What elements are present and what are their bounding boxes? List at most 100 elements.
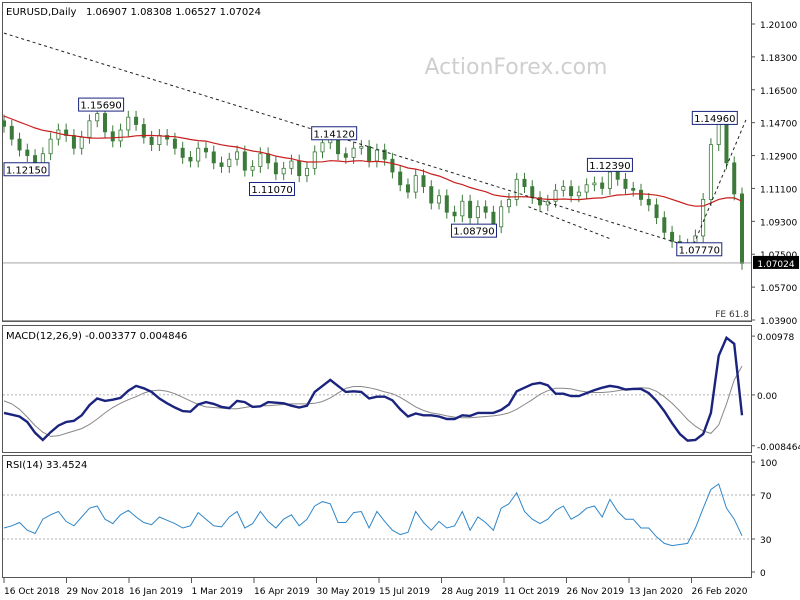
price-tick-label: 1.09300: [760, 218, 797, 228]
date-tick-label: 26 Nov 2019: [567, 587, 625, 597]
trendline: [528, 206, 611, 240]
last-price-box: [753, 255, 799, 269]
candle-body: [25, 149, 30, 156]
axes: 1.20100 1.18300 1.16500 1.14700 1.12900 1.111…: [3, 21, 800, 597]
candle-body: [716, 122, 721, 145]
candle-body: [172, 138, 177, 149]
ohlc-readout: 1.06907 1.08308 1.06527 1.07024: [86, 7, 261, 18]
candle-body: [149, 136, 154, 145]
candle-body: [320, 142, 325, 153]
candle-body: [460, 200, 465, 217]
candle-body: [538, 197, 543, 206]
candle-body: [522, 178, 527, 188]
swing-label: 1.07770: [679, 245, 720, 256]
candle-body: [607, 171, 612, 189]
candle-body: [732, 162, 737, 195]
candle-body: [499, 206, 504, 228]
date-tick-label: 16 Jan 2019: [129, 587, 183, 597]
date-tick-label: 16 Apr 2019: [254, 587, 310, 597]
candle-body: [17, 138, 22, 151]
candle-body: [258, 153, 263, 167]
candle-body: [382, 149, 387, 160]
candle-body: [670, 231, 675, 242]
swing-label-box: [311, 126, 358, 141]
date-tick-label: 13 Jan 2020: [629, 587, 683, 597]
candle-body: [102, 113, 107, 133]
candle-body: [374, 149, 379, 162]
candle-body: [553, 189, 558, 202]
candle-body: [615, 171, 620, 180]
rsi-line: [3, 483, 743, 547]
candle-body: [188, 156, 193, 162]
candle-body: [429, 186, 434, 204]
swing-label: 1.11070: [251, 185, 292, 196]
swing-label-box: [450, 223, 497, 238]
candle-body: [126, 116, 131, 131]
candle-body: [483, 206, 488, 213]
candle-body: [600, 182, 605, 189]
candle-body: [211, 151, 216, 164]
candle-body: [701, 199, 706, 237]
price-tick-label: 1.12900: [760, 153, 797, 163]
macd-tick-label: 0.00978: [757, 333, 794, 343]
candle-body: [413, 175, 418, 193]
date-tick-label: 11 Oct 2019: [504, 587, 560, 597]
candle-body: [405, 184, 410, 193]
macd-plot: [3, 335, 751, 442]
candle-body: [118, 129, 123, 142]
candle-body: [312, 151, 317, 169]
price-tick-label: 1.20100: [760, 21, 797, 31]
rsi-tick-label: 70: [760, 492, 772, 502]
moving-average-line: [3, 115, 743, 207]
rsi-plot: [3, 483, 751, 547]
candle-body: [48, 138, 53, 155]
macd-signal-line: [3, 365, 743, 437]
date-tick-label: 26 Feb 2020: [692, 587, 748, 597]
candle-body: [631, 188, 636, 191]
swing-label: 1.14960: [694, 114, 735, 125]
rsi-tick-label: 30: [760, 536, 772, 546]
price-tick-label: 1.16500: [760, 87, 797, 97]
trendline: [3, 32, 688, 247]
candle-body: [289, 160, 294, 169]
price-tick-label: 1.05700: [760, 284, 797, 294]
candle-body: [654, 204, 659, 219]
swing-label: 1.08790: [453, 227, 494, 238]
candle-body: [343, 153, 348, 158]
candle-body: [242, 151, 247, 171]
candle-body: [9, 125, 14, 140]
candle-body: [444, 195, 449, 213]
swing-label: 1.12150: [6, 165, 47, 176]
candle-body: [165, 135, 170, 140]
swing-label-box: [3, 162, 50, 177]
candle-body: [110, 131, 115, 142]
candle-body: [56, 129, 61, 140]
date-tick-label: 29 Nov 2018: [67, 587, 125, 597]
candle-body: [452, 211, 457, 217]
candle-body: [437, 195, 442, 204]
candle-body: [95, 113, 100, 122]
price-tick-label: 1.14700: [760, 120, 797, 130]
candle-body: [530, 186, 535, 198]
price-tick-label: 1.11100: [760, 185, 797, 195]
candle-body: [398, 171, 403, 186]
candle-body: [351, 147, 356, 158]
price-panel-frame: [2, 2, 752, 322]
date-tick-label: 30 May 2019: [317, 587, 376, 597]
candle-body: [468, 200, 473, 219]
candle-body: [227, 158, 232, 167]
candle-body: [134, 116, 139, 125]
candle-body: [569, 186, 574, 197]
candle-body: [561, 186, 566, 191]
macd-line: [3, 335, 744, 442]
rsi-tick-label: 100: [760, 459, 777, 469]
candle-body: [250, 166, 255, 171]
candle-body: [281, 167, 286, 175]
price-tick-label: 1.18300: [760, 54, 797, 64]
candle-body: [87, 120, 92, 138]
candle-body: [367, 146, 372, 162]
candle-body: [266, 153, 271, 164]
date-tick-label: 15 Jul 2019: [379, 587, 430, 597]
